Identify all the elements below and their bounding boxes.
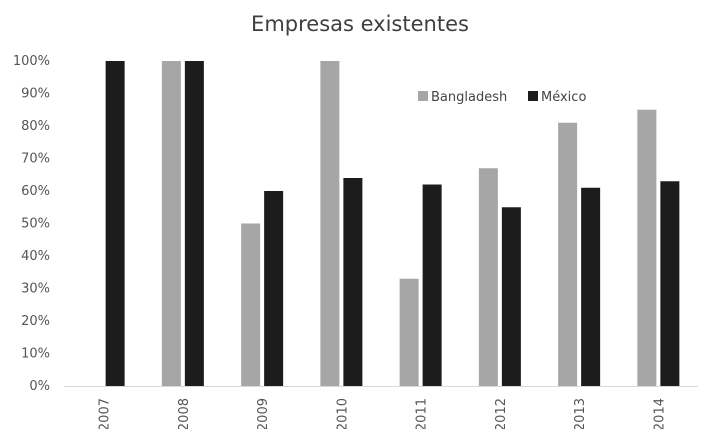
y-tick-label: 40% — [21, 249, 50, 264]
x-tick-label: 2007 — [98, 398, 113, 429]
x-axis: 2007 2008 2009 2010 2011 2012 2013 2014 — [64, 387, 698, 429]
y-tick-label: 50% — [21, 217, 50, 232]
y-tick-label: 70% — [21, 152, 50, 167]
bar-bangladesh-2014 — [637, 110, 656, 386]
legend-label-0: Bangladesh — [431, 90, 507, 105]
legend-swatch-0 — [418, 91, 428, 101]
x-tick-label: 2010 — [335, 398, 350, 429]
bar-m-xico-2008 — [185, 61, 204, 386]
y-tick-label: 100% — [13, 54, 50, 69]
bar-bangladesh-2012 — [479, 168, 498, 386]
y-tick-label: 10% — [21, 347, 50, 362]
x-tick-label: 2014 — [652, 398, 667, 429]
y-tick-label: 20% — [21, 314, 50, 329]
y-tick-label: 30% — [21, 282, 50, 297]
legend-swatch-1 — [528, 91, 538, 101]
bar-bangladesh-2010 — [320, 61, 339, 386]
bar-m-xico-2012 — [502, 207, 521, 386]
legend-label-1: México — [541, 90, 586, 105]
bar-m-xico-2013 — [581, 188, 600, 386]
bars — [106, 61, 680, 386]
x-tick-label: 2008 — [177, 398, 192, 429]
legend: Bangladesh México — [418, 90, 586, 105]
bar-m-xico-2009 — [264, 191, 283, 386]
x-tick-label: 2013 — [573, 398, 588, 429]
bar-m-xico-2007 — [106, 61, 125, 386]
x-tick-label: 2012 — [494, 398, 509, 429]
x-tick-label: 2009 — [256, 398, 271, 429]
bar-m-xico-2014 — [660, 181, 679, 386]
bar-bangladesh-2011 — [400, 279, 419, 386]
chart-title: Empresas existentes — [251, 12, 469, 36]
x-tick-label: 2011 — [415, 398, 430, 429]
y-axis: 0% 10% 20% 30% 40% 50% 60% 70% 80% 90% 100% — [13, 54, 50, 394]
bar-bangladesh-2008 — [162, 61, 181, 386]
y-tick-label: 90% — [21, 87, 50, 102]
y-tick-label: 60% — [21, 184, 50, 199]
y-tick-label: 0% — [29, 379, 50, 394]
bar-m-xico-2011 — [423, 185, 442, 387]
y-tick-label: 80% — [21, 119, 50, 134]
bar-bangladesh-2009 — [241, 224, 260, 387]
bar-m-xico-2010 — [343, 178, 362, 386]
bar-bangladesh-2013 — [558, 123, 577, 386]
